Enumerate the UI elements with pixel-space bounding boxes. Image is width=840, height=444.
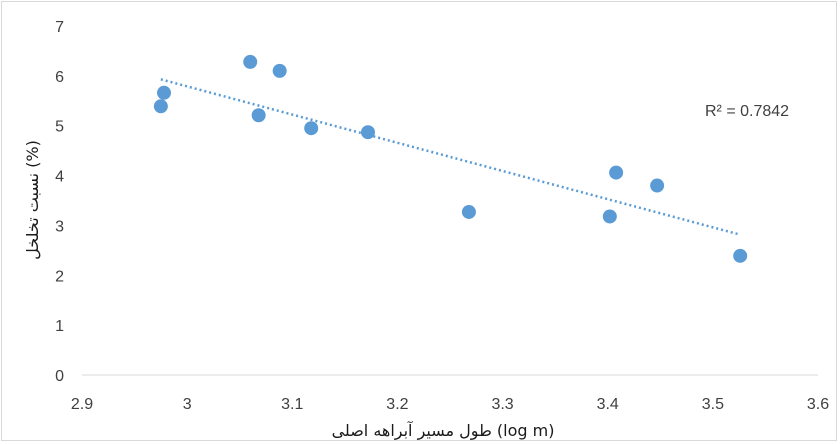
- x-axis-ticks: 2.9 3 3.1 3.2 3.3 3.4 3.5 3.6: [71, 396, 829, 413]
- y-tick-label: 3: [55, 218, 64, 235]
- data-point: [153, 99, 168, 114]
- x-tick-label: 3.1: [281, 396, 303, 413]
- y-tick-label: 1: [55, 318, 64, 335]
- y-axis-ticks: 0 1 2 3 4 5 6 7: [55, 19, 64, 385]
- y-tick-label: 4: [55, 169, 64, 186]
- data-point: [609, 165, 624, 180]
- x-axis-title: طول مسیر آبراهه اصلی (log m): [332, 421, 555, 441]
- data-point: [304, 121, 319, 136]
- data-point: [461, 204, 476, 219]
- x-tick-label: 3.5: [702, 396, 724, 413]
- x-tick-label: 3.6: [807, 396, 829, 413]
- y-axis-title: نسبت تخلخل (%): [23, 140, 42, 260]
- r-squared-label: R² = 0.7842: [705, 103, 789, 120]
- data-point: [243, 54, 258, 69]
- x-tick-label: 3.4: [597, 396, 619, 413]
- data-point: [733, 248, 748, 263]
- data-point: [157, 85, 172, 100]
- y-tick-label: 5: [55, 119, 64, 136]
- data-point: [602, 209, 617, 224]
- x-tick-label: 2.9: [71, 396, 93, 413]
- data-point: [650, 178, 665, 193]
- y-tick-label: 6: [55, 69, 64, 86]
- x-tick-label: 3: [183, 396, 192, 413]
- y-tick-label: 7: [55, 19, 64, 36]
- x-tick-label: 3.2: [386, 396, 408, 413]
- y-tick-label: 0: [55, 368, 64, 385]
- data-point: [360, 125, 375, 140]
- y-tick-label: 2: [55, 268, 64, 285]
- data-point: [251, 108, 266, 123]
- x-tick-label: 3.3: [491, 396, 513, 413]
- data-point: [272, 63, 287, 78]
- data-points: [153, 54, 748, 263]
- trendline: [160, 78, 740, 236]
